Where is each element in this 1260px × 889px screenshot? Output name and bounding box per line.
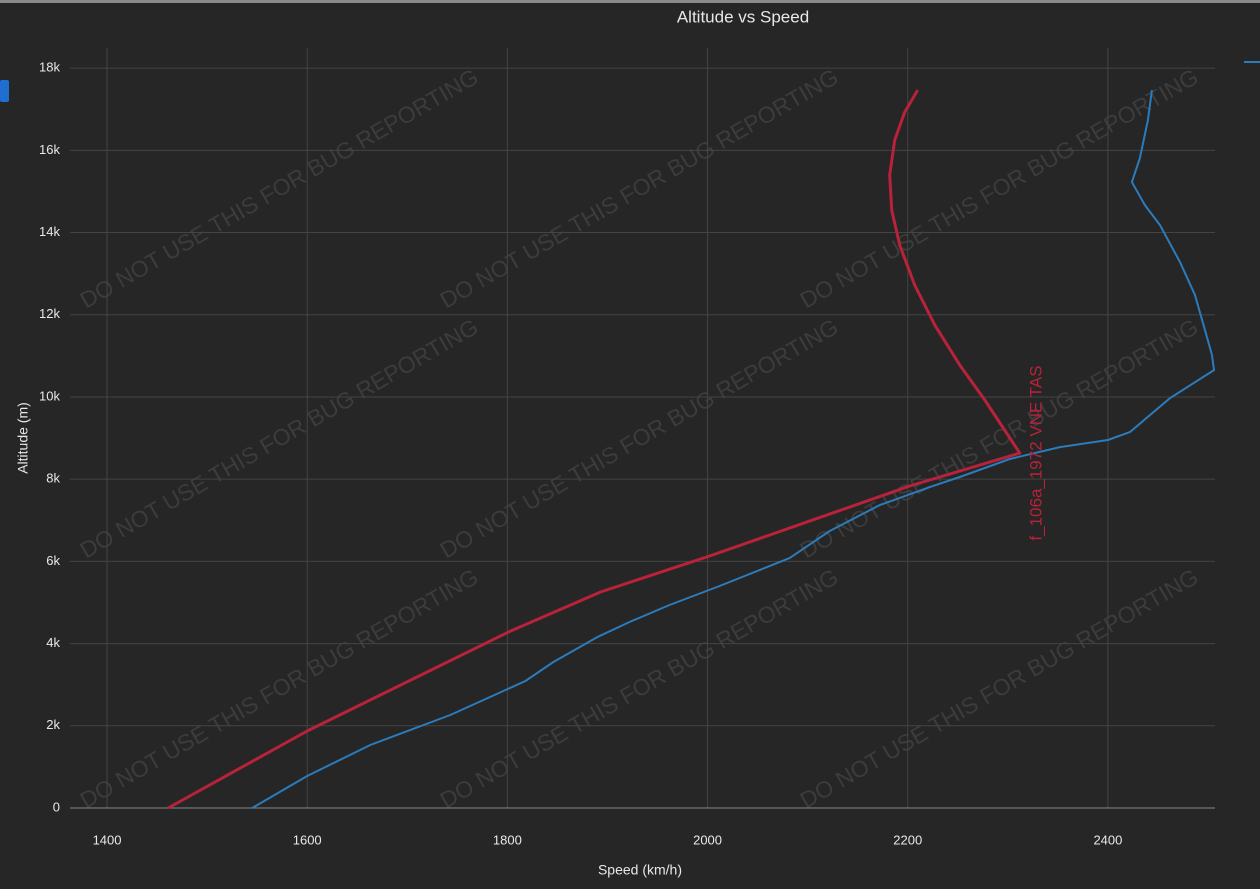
series-line — [167, 89, 1022, 810]
y-tick-label: 0 — [53, 799, 60, 814]
top-border — [0, 0, 1260, 3]
x-tick-label: 1400 — [93, 832, 122, 847]
x-tick-label: 2000 — [693, 832, 722, 847]
y-tick-label: 16k — [39, 142, 60, 157]
series-line — [251, 89, 1215, 809]
y-tick-label: 2k — [46, 717, 60, 732]
plot-lines — [167, 89, 1215, 810]
x-tick-label: 1600 — [293, 832, 322, 847]
x-tick-label: 2200 — [893, 832, 922, 847]
y-tick-label: 10k — [39, 388, 60, 403]
watermark: DO NOT USE THIS FOR BUG REPORTING — [796, 313, 1203, 563]
y-tick-label: 14k — [39, 224, 60, 239]
y-tick-label: 12k — [39, 306, 60, 321]
y-tick-label: 18k — [39, 60, 60, 75]
side-tab[interactable] — [0, 80, 9, 102]
watermark: DO NOT USE THIS FOR BUG REPORTING — [436, 63, 843, 313]
watermark: DO NOT USE THIS FOR BUG REPORTING — [76, 563, 483, 813]
y-tick-label: 4k — [46, 635, 60, 650]
watermark: DO NOT USE THIS FOR BUG REPORTING — [796, 563, 1203, 813]
chart-title: Altitude vs Speed — [677, 7, 809, 26]
watermark: DO NOT USE THIS FOR BUG REPORTING — [76, 63, 483, 313]
y-tick-label: 6k — [46, 553, 60, 568]
grid: 1400 1600 1800 2000 2200 2400 0 2k 4k 6k 8k 10k 12k 1… — [39, 48, 1215, 847]
y-tick-label: 8k — [46, 471, 60, 486]
watermark: DO NOT USE THIS FOR BUG REPORTING — [436, 563, 843, 813]
watermark: DO NOT USE THIS FOR BUG REPORTING — [796, 63, 1203, 313]
annotation: f_106a_1972 VNE TAS — [1026, 365, 1045, 540]
watermark: DO NOT USE THIS FOR BUG REPORTING — [76, 313, 483, 563]
x-tick-label: 2400 — [1093, 832, 1122, 847]
x-axis-label: Speed (km/h) — [598, 862, 682, 878]
watermark: DO NOT USE THIS FOR BUG REPORTING — [436, 313, 843, 563]
x-tick-label: 1800 — [493, 832, 522, 847]
y-axis-label: Altitude (m) — [15, 402, 31, 474]
